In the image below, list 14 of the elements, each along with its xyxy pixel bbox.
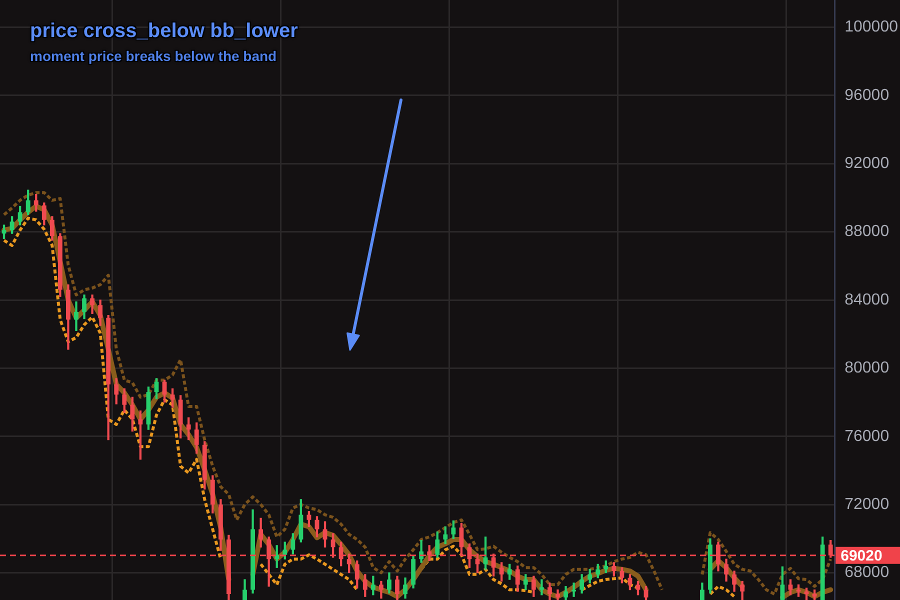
y-tick-label: 72000 [844, 496, 890, 513]
y-tick-label: 92000 [844, 155, 890, 172]
y-tick-label: 96000 [844, 86, 890, 104]
candlestick [539, 579, 544, 596]
ref-line-label: 69020 [840, 547, 882, 564]
y-tick-label: 76000 [844, 428, 890, 445]
y-tick-label: 88000 [844, 223, 890, 240]
candlestick [572, 582, 576, 597]
y-tick-label: 100000 [844, 18, 898, 36]
text: moment price breaks below the band [30, 48, 277, 65]
text: price cross_below bb_lower [30, 19, 298, 43]
y-tick-label: 84000 [844, 291, 890, 308]
y-tick-label: 80000 [844, 360, 890, 377]
y-tick-label: 68000 [844, 564, 890, 582]
